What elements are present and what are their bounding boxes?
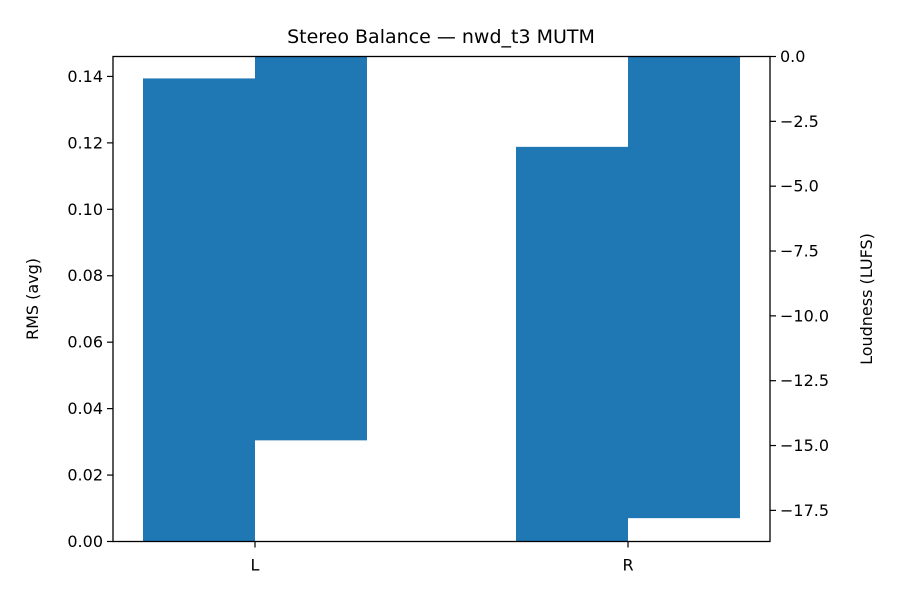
left-tick-label: 0.04 [67,399,103,418]
bars-layer [143,56,740,542]
right-tick-label: −10.0 [780,306,829,325]
left-tick-label: 0.02 [67,466,103,485]
left-tick-label: 0.14 [67,67,103,86]
right-tick-label: −7.5 [780,242,819,261]
left-tick-label: 0.00 [67,532,103,551]
left-axis-label: RMS (avg) [23,258,42,340]
right-axis-ticks: 0.0 −2.5 −5.0 −7.5 −10.0 −12.5 −15.0 −17.5 [770,47,829,520]
right-tick-label: −15.0 [780,436,829,455]
plot-frame [112,55,771,543]
right-tick-label: −2.5 [780,112,819,131]
left-tick-label: 0.10 [67,200,103,219]
chart-title: Stereo Balance — nwd_t3 MUTM [287,26,595,48]
left-axis-ticks: 0.00 0.02 0.04 0.06 0.08 0.10 0.12 0.14 [67,67,113,551]
right-tick-label: −5.0 [780,177,819,196]
right-tick-label: −12.5 [780,371,829,390]
x-tick-label-r: R [622,556,633,575]
x-tick-label-l: L [251,556,260,575]
loudness-bar-l [255,56,367,441]
right-tick-label: −17.5 [780,501,829,520]
rms-bar-r [516,146,628,542]
right-axis-label: Loudness (LUFS) [857,233,876,365]
left-tick-label: 0.06 [67,333,103,352]
right-tick-label: 0.0 [780,47,805,66]
left-tick-label: 0.08 [67,266,103,285]
rms-bar-l [143,78,255,542]
loudness-bar-r [628,56,740,519]
left-tick-label: 0.12 [67,133,103,152]
